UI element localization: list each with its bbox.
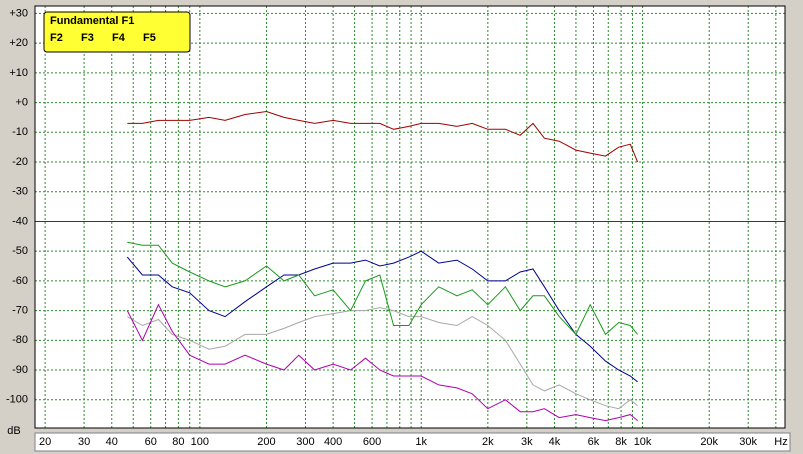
series-line (127, 110, 639, 163)
legend-entry: F2 (50, 32, 63, 44)
x-axis-label: Hz (774, 436, 787, 448)
series-line (126, 303, 638, 422)
x-tick-label: 30k (739, 436, 757, 448)
y-tick-label: -30 (12, 186, 28, 198)
legend: Fundamental F1 F2 F3 F4 F5 (43, 11, 191, 53)
y-tick-label: -40 (12, 215, 28, 227)
x-tick-label: 2k (482, 436, 494, 448)
y-tick-label: -20 (12, 156, 28, 168)
x-tick-label: 80 (172, 436, 184, 448)
x-tick-label: 600 (363, 436, 381, 448)
x-tick-label: 30 (78, 436, 90, 448)
y-tick-label: +30 (9, 7, 28, 19)
y-axis-label: dB (7, 425, 20, 437)
x-tick-label: 1k (415, 436, 427, 448)
grid (35, 6, 785, 428)
series-line (126, 250, 638, 383)
x-tick-label: 300 (296, 436, 314, 448)
y-tick-label: -100 (6, 394, 28, 406)
y-tick-label: +0 (15, 96, 28, 108)
x-tick-label: 10k (634, 436, 652, 448)
x-tick-label: 20 (39, 436, 51, 448)
x-tick-label: 40 (106, 436, 118, 448)
x-tick-label: 20k (700, 436, 718, 448)
legend-entry: F5 (143, 32, 156, 44)
x-axis-strip (34, 432, 791, 452)
x-tick-label: 4k (549, 436, 561, 448)
y-tick-label: -50 (12, 245, 28, 257)
series-line (127, 241, 638, 336)
y-tick-label: -60 (12, 275, 28, 287)
series-line (127, 307, 638, 410)
legend-box (43, 11, 191, 53)
plot-area (35, 6, 785, 428)
legend-entry: Fundamental F1 (50, 15, 134, 27)
y-tick-label: -90 (12, 364, 28, 376)
plot-border (34, 5, 786, 429)
legend-entry: F3 (81, 32, 94, 44)
y-tick-label: +20 (9, 37, 28, 49)
x-tick-label: 6k (588, 436, 600, 448)
x-tick-label: 8k (615, 436, 627, 448)
x-tick-label: 200 (257, 436, 275, 448)
x-tick-label: 3k (521, 436, 533, 448)
x-tick-label: 400 (324, 436, 342, 448)
y-tick-label: -10 (12, 126, 28, 138)
y-tick-label: +10 (9, 67, 28, 79)
y-tick-label: -80 (12, 334, 28, 346)
x-tick-label: 60 (145, 436, 157, 448)
lines (126, 110, 639, 422)
x-tick-label: 100 (191, 436, 209, 448)
legend-entry: F4 (112, 32, 126, 44)
y-tick-label: -70 (12, 305, 28, 317)
